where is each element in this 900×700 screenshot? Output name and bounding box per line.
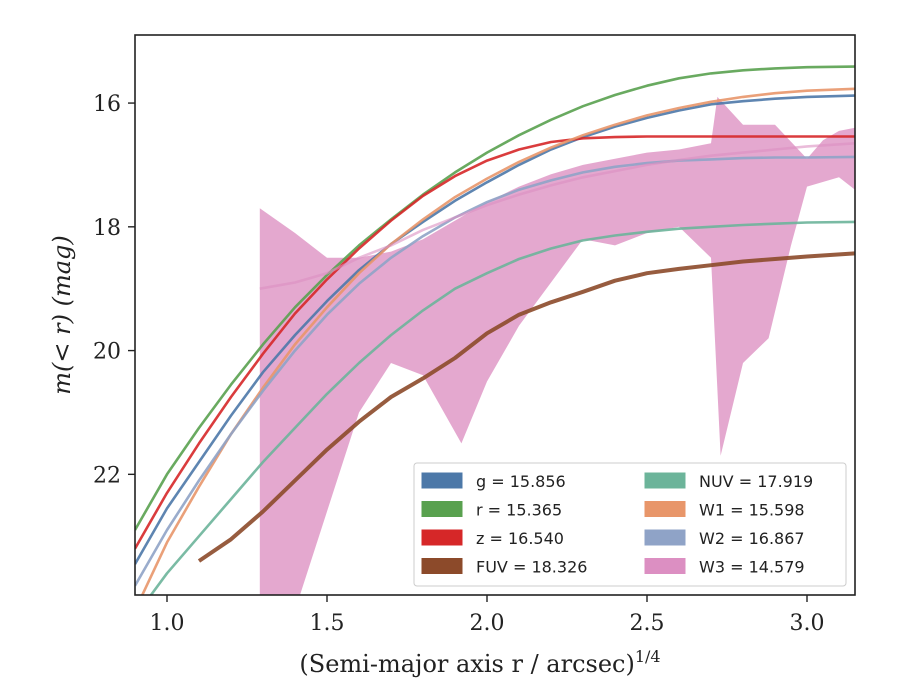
y-tick-label: 18 bbox=[93, 216, 121, 241]
y-axis-title: m(< r) (mag) bbox=[48, 235, 76, 394]
legend-label-g: g = 15.856 bbox=[476, 472, 566, 491]
legend-swatch-z bbox=[421, 529, 463, 546]
x-axis-ticks: 1.0 1.5 2.0 2.5 3.0 bbox=[150, 595, 825, 636]
series-lines bbox=[135, 65, 855, 595]
legend-label-w3: W3 = 14.579 bbox=[699, 558, 805, 577]
legend-swatch-w3 bbox=[644, 558, 686, 574]
y-axis-ticks: 16 18 20 22 bbox=[93, 92, 135, 488]
x-axis-title: (Semi-major axis r / arcsec)1/4 bbox=[299, 647, 660, 678]
series-line-nuv bbox=[149, 220, 855, 595]
x-tick-label: 2.5 bbox=[630, 611, 665, 636]
band-w3 bbox=[259, 96, 855, 595]
series-line-w3 bbox=[259, 142, 855, 290]
legend-label-fuv: FUV = 18.326 bbox=[476, 558, 587, 577]
x-tick-label: 3.0 bbox=[790, 611, 825, 636]
x-axis-title-exponent: 1/4 bbox=[635, 647, 661, 666]
legend-swatch-w2 bbox=[644, 529, 686, 546]
series-line-z bbox=[135, 135, 855, 550]
x-axis-title-text: (Semi-major axis r / arcsec) bbox=[299, 650, 634, 678]
plot-frame bbox=[134, 34, 856, 596]
plot-area bbox=[135, 65, 855, 595]
legend-swatch-r bbox=[421, 501, 463, 517]
legend-swatch-g bbox=[421, 472, 463, 489]
series-line-r bbox=[135, 65, 855, 531]
y-tick-label: 20 bbox=[93, 340, 121, 365]
legend-label-r: r = 15.365 bbox=[476, 501, 562, 520]
legend-label-w1: W1 = 15.598 bbox=[699, 501, 805, 520]
series-line-fuv bbox=[197, 251, 855, 563]
legend-label-w2: W2 = 16.867 bbox=[699, 529, 805, 548]
y-tick-label: 22 bbox=[93, 463, 121, 488]
x-tick-label: 1.0 bbox=[150, 611, 185, 636]
legend-box bbox=[413, 462, 847, 587]
legend: g = 15.856 r = 15.365 z = 16.540 FUV = 18.3… bbox=[413, 462, 847, 587]
legend-label-z: z = 16.540 bbox=[476, 529, 564, 548]
legend-swatch-w1 bbox=[644, 501, 686, 517]
x-tick-label: 1.5 bbox=[310, 611, 345, 636]
legend-label-nuv: NUV = 17.919 bbox=[699, 472, 813, 491]
x-tick-label: 2.0 bbox=[470, 611, 505, 636]
legend-swatch-fuv bbox=[421, 558, 463, 574]
uncertainty-bands bbox=[259, 96, 855, 595]
legend-swatch-nuv bbox=[644, 472, 686, 489]
series-line-w2 bbox=[135, 155, 855, 587]
y-tick-label: 16 bbox=[93, 92, 121, 117]
series-line-g bbox=[135, 94, 855, 565]
